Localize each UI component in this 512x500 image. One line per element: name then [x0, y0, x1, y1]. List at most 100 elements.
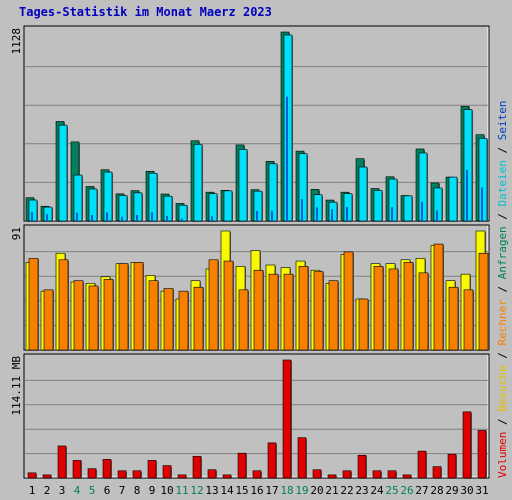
bar-volumen-day-10 [162, 465, 172, 479]
bar-seiten-day-21 [331, 209, 333, 221]
bar-volumen-day-21 [327, 474, 337, 479]
x-label-day-17: 17 [265, 484, 278, 497]
bar-volumen-day-25 [387, 470, 397, 479]
bar-dateien-day-25 [388, 178, 398, 222]
bar-rechner-day-30 [463, 289, 474, 351]
bar-volumen-day-19 [297, 437, 307, 479]
y-axis-max-labels: 1128 91 114.11 MB [10, 28, 23, 416]
bar-dateien-day-9 [148, 172, 158, 222]
bar-volumen-day-16 [252, 470, 262, 479]
bar-rechner-day-14 [223, 260, 234, 351]
bar-dateien-day-13 [208, 193, 218, 222]
x-label-day-5: 5 [89, 484, 96, 497]
bar-rechner-day-8 [133, 262, 144, 351]
y-max-label-bottom: 114.11 MB [10, 356, 23, 416]
x-label-day-26: 26 [400, 484, 413, 497]
bar-seiten-day-11 [181, 218, 183, 221]
bar-volumen-day-30 [462, 411, 472, 479]
legend-separator: / [496, 346, 509, 366]
bar-seiten-day-16 [256, 210, 258, 221]
right-legend: Volumen / Besuche / Rechner / Anfragen /… [496, 100, 509, 478]
bar-rechner-day-13 [208, 259, 219, 351]
bar-rechner-day-15 [238, 289, 249, 351]
bar-rechner-day-28 [433, 243, 444, 351]
bar-seiten-day-6 [106, 212, 108, 221]
x-label-day-18: 18 [280, 484, 293, 497]
bar-volumen-day-7 [117, 470, 127, 479]
y-max-label-top: 1128 [10, 28, 23, 55]
bar-dateien-day-11 [178, 204, 188, 222]
legend-text: Volumen / Besuche / Rechner / Anfragen /… [496, 100, 509, 478]
bar-dateien-day-3 [58, 124, 68, 222]
x-label-day-23: 23 [355, 484, 368, 497]
bar-volumen-day-26 [402, 474, 412, 479]
legend-separator: / [496, 279, 509, 299]
bar-dateien-day-29 [448, 176, 458, 222]
bar-rechner-day-9 [148, 280, 159, 351]
x-label-day-1: 1 [29, 484, 36, 497]
bar-volumen-day-11 [177, 474, 187, 479]
bar-dateien-day-22 [343, 193, 353, 222]
bar-dateien-day-14 [223, 190, 233, 222]
x-label-day-6: 6 [104, 484, 111, 497]
bar-volumen-day-28 [432, 466, 442, 479]
legend-volumen: Volumen [496, 432, 509, 478]
bar-rechner-day-10 [163, 288, 174, 351]
chart-panels [23, 25, 490, 479]
bar-dateien-day-23 [358, 166, 368, 222]
bar-rechner-day-6 [103, 279, 114, 351]
x-label-day-25: 25 [385, 484, 398, 497]
bar-dateien-day-12 [193, 144, 203, 222]
x-label-day-13: 13 [205, 484, 218, 497]
bar-seiten-day-10 [166, 215, 168, 221]
bar-rechner-day-5 [88, 285, 99, 351]
bar-volumen-day-29 [447, 453, 457, 479]
x-label-day-27: 27 [415, 484, 428, 497]
bar-seiten-day-5 [91, 214, 93, 221]
bar-rechner-day-26 [403, 262, 414, 351]
bar-rechner-day-17 [268, 273, 279, 351]
bar-dateien-day-30 [463, 109, 473, 222]
bar-seiten-day-9 [151, 212, 153, 221]
bar-volumen-day-27 [417, 450, 427, 479]
bar-seiten-day-4 [76, 212, 78, 221]
bar-dateien-day-4 [73, 174, 83, 222]
legend-besuche: Besuche [496, 365, 509, 411]
bar-rechner-day-7 [118, 263, 129, 351]
x-label-day-31: 31 [475, 484, 488, 497]
x-label-day-9: 9 [149, 484, 156, 497]
bar-volumen-day-5 [87, 468, 97, 479]
x-label-day-30: 30 [460, 484, 473, 497]
bar-rechner-day-25 [388, 268, 399, 351]
bar-rechner-day-24 [373, 266, 384, 351]
bar-rechner-day-27 [418, 272, 429, 351]
x-label-day-28: 28 [430, 484, 443, 497]
x-label-day-29: 29 [445, 484, 458, 497]
bar-seiten-day-30 [466, 169, 468, 221]
x-label-day-2: 2 [44, 484, 51, 497]
legend-dateien: Dateien [496, 160, 509, 206]
bar-rechner-day-18 [283, 273, 294, 351]
bar-volumen-day-3 [57, 445, 67, 479]
bar-dateien-day-27 [418, 152, 428, 222]
bar-rechner-day-19 [298, 266, 309, 351]
bar-rechner-day-12 [193, 286, 204, 351]
x-label-day-20: 20 [310, 484, 323, 497]
bar-rechner-day-20 [313, 271, 324, 351]
bar-seiten-day-8 [136, 214, 138, 221]
bar-seiten-day-28 [436, 210, 438, 221]
bar-dateien-day-31 [478, 138, 488, 222]
bar-volumen-day-24 [372, 470, 382, 479]
bar-rechner-day-22 [343, 251, 354, 351]
legend-separator: / [496, 206, 509, 226]
bar-dateien-day-7 [118, 195, 128, 222]
bar-dateien-day-1 [28, 199, 38, 222]
bar-dateien-day-18 [283, 34, 293, 222]
x-label-day-16: 16 [250, 484, 263, 497]
bar-rechner-day-3 [58, 259, 69, 351]
bar-rechner-day-31 [478, 252, 489, 351]
bar-seiten-day-1 [31, 212, 33, 221]
bar-volumen-day-13 [207, 469, 217, 479]
